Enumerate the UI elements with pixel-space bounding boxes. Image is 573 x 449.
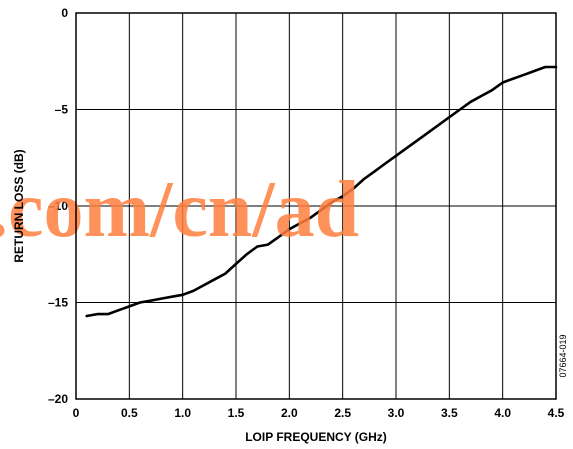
x-tick-label: 4.0	[494, 406, 511, 420]
y-tick-labels: 0 –5 –10 –15 –20	[48, 6, 68, 406]
x-tick-label: 1.5	[228, 406, 245, 420]
y-tick-label: 0	[61, 6, 68, 20]
x-tick-labels: 0 0.5 1.0 1.5 2.0 2.5 3.0 3.5 4.0 4.5	[73, 406, 565, 420]
x-tick-label: 2.0	[281, 406, 298, 420]
y-axis-label: RETURN LOSS (dB)	[12, 149, 26, 262]
plot-frame	[75, 12, 557, 400]
y-tick-label: –15	[48, 296, 68, 310]
x-axis-label: LOIP FREQUENCY (GHz)	[245, 430, 387, 444]
y-tick-label: –10	[48, 199, 68, 213]
x-tick-label: 0	[73, 406, 80, 420]
x-tick-label: 0.5	[121, 406, 138, 420]
watermark-text: .com/cn/ad	[0, 166, 359, 254]
x-tick-label: 3.5	[441, 406, 458, 420]
series-line-return-loss	[85, 65, 558, 318]
x-tick-label: 3.0	[388, 406, 405, 420]
y-tick-label: –20	[48, 392, 68, 406]
figure-id: 07664-019	[558, 334, 568, 377]
x-tick-label: 2.5	[334, 406, 351, 420]
y-tick-label: –5	[55, 103, 69, 117]
x-tick-label: 4.5	[548, 406, 565, 420]
x-tick-label: 1.0	[174, 406, 191, 420]
